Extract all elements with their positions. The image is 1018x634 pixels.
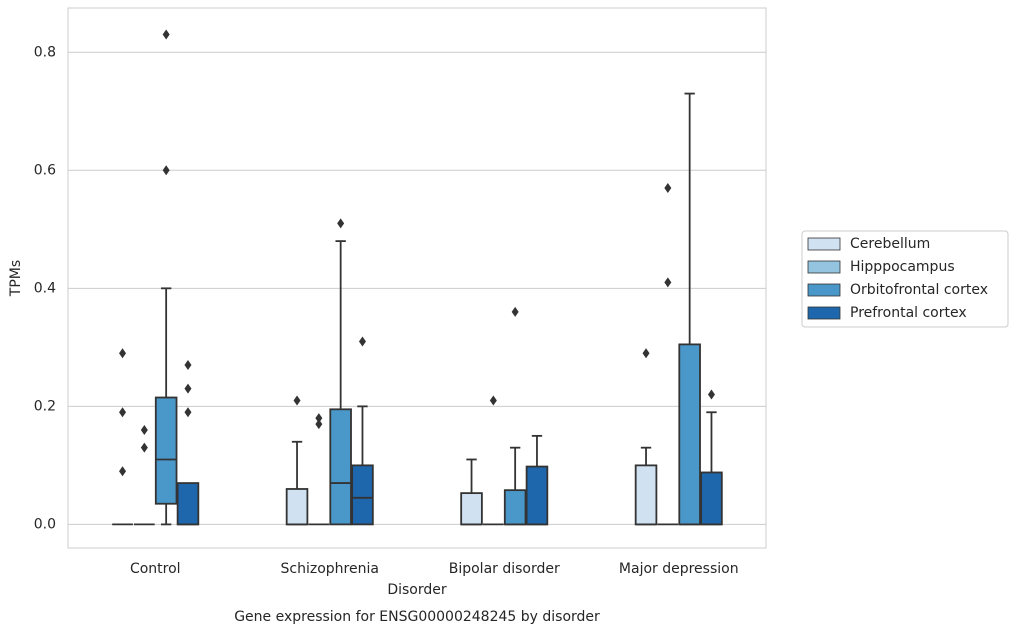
box [176, 482, 200, 526]
outlier [511, 306, 519, 317]
y-tick-label: 0.2 [34, 398, 56, 414]
outlier [184, 407, 192, 418]
outlier [642, 348, 650, 359]
box [285, 488, 309, 526]
outlier [184, 383, 192, 394]
outlier [293, 395, 301, 406]
outlier [184, 360, 192, 371]
legend-label: Prefrontal cortex [850, 305, 967, 321]
box [634, 464, 658, 526]
y-axis-label: TPMs [8, 260, 24, 297]
box [678, 343, 701, 526]
legend-swatch [807, 260, 841, 274]
box [329, 408, 352, 526]
outlier [489, 395, 497, 406]
outlier [119, 407, 127, 418]
outlier [664, 183, 672, 193]
y-tick-label: 0.0 [34, 516, 56, 532]
box [503, 489, 527, 526]
outlier [315, 413, 323, 424]
box [700, 471, 723, 526]
plot-frame [67, 7, 767, 549]
legend-swatch [807, 306, 841, 320]
outlier [664, 277, 672, 288]
box [460, 492, 483, 526]
legend-swatch [807, 283, 841, 297]
y-tick-label: 0.6 [34, 162, 56, 178]
legend-label: Hipppocampus [850, 259, 955, 275]
legend-swatch [807, 237, 841, 251]
outlier [707, 389, 715, 400]
chart-title: Gene expression for ENSG00000248245 by d… [234, 609, 600, 625]
y-tick-label: 0.8 [34, 44, 56, 60]
x-tick-label: Major depression [619, 561, 739, 577]
outlier [119, 466, 127, 477]
x-tick-label: Bipolar disorder [449, 561, 560, 577]
box [351, 464, 374, 526]
y-tick-label: 0.4 [34, 280, 56, 296]
outlier [119, 348, 127, 359]
outlier [358, 336, 366, 347]
x-tick-label: Schizophrenia [281, 561, 379, 577]
legend-label: Cerebellum [850, 236, 930, 252]
legend-label: Orbitofrontal cortex [850, 282, 988, 298]
outlier [162, 165, 170, 176]
outlier [162, 29, 170, 40]
legend [801, 230, 1009, 328]
outlier [315, 419, 323, 430]
outlier [337, 218, 345, 229]
box [525, 465, 549, 526]
x-tick-label: Control [130, 561, 181, 577]
outlier [140, 442, 148, 453]
outlier [140, 424, 148, 435]
box [154, 396, 178, 505]
x-axis-label: Disorder [387, 582, 447, 598]
